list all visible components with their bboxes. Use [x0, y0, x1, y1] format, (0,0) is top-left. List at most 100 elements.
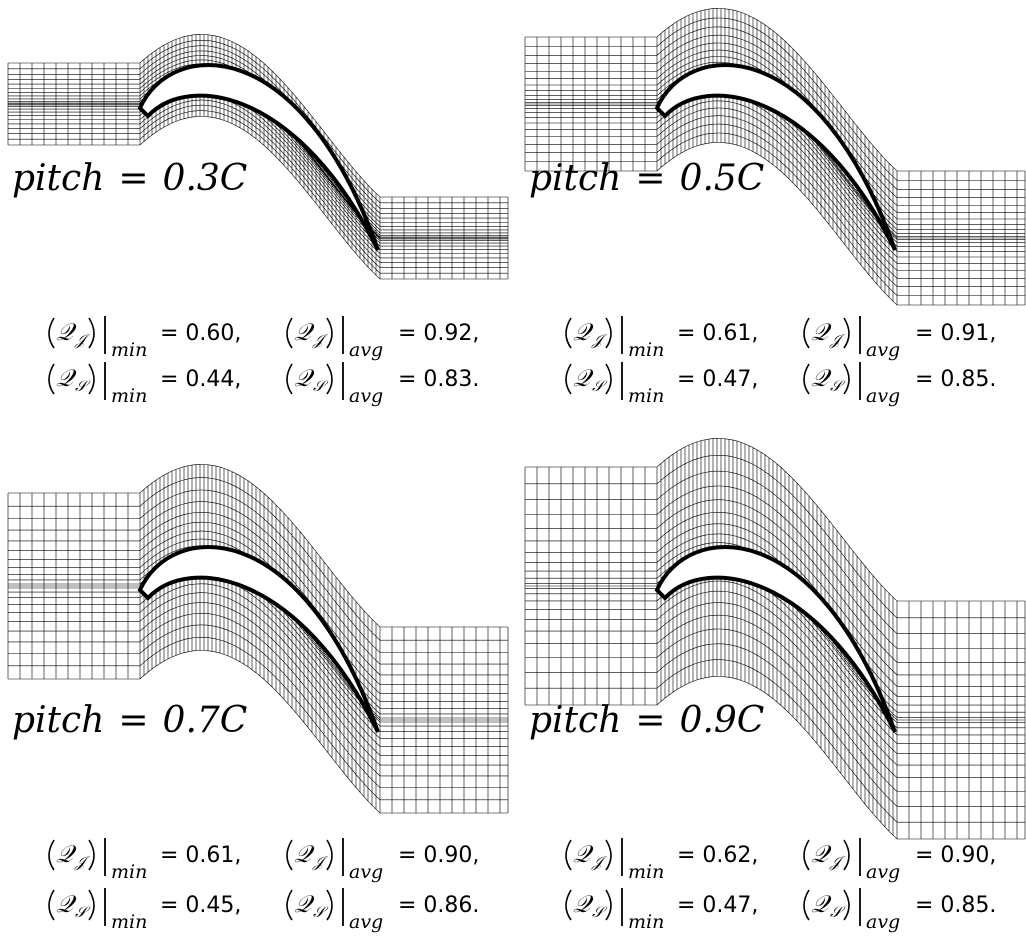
quality-symbol: 𝒬 — [573, 318, 594, 346]
metric-value: = 0.45, — [160, 893, 241, 918]
mesh — [8, 34, 508, 279]
label-value: 0.5C — [680, 158, 765, 199]
stat-subscript: min — [111, 911, 147, 933]
metric-value: = 0.90, — [398, 843, 479, 868]
paren-close — [327, 890, 332, 920]
quality-symbol: 𝒬 — [811, 840, 832, 868]
paren-open — [804, 318, 809, 348]
paren-close — [89, 364, 94, 394]
label-name: pitch — [529, 700, 621, 741]
quality-index: 𝒥 — [591, 853, 608, 871]
quality-symbol: 𝒬 — [811, 890, 832, 918]
quality-symbol: 𝒬 — [294, 318, 315, 346]
mesh-lines — [8, 464, 508, 813]
metric-value: = 0.44, — [160, 367, 241, 392]
label-value: 0.7C — [163, 700, 248, 741]
paren-close — [844, 840, 849, 870]
label-sign: = — [635, 158, 665, 199]
quality-symbol: 𝒬 — [56, 318, 77, 346]
paren-open — [566, 840, 571, 870]
paren-open — [566, 364, 571, 394]
quality-index: 𝒮 — [313, 903, 329, 921]
paren-open — [287, 840, 292, 870]
paren-close — [89, 840, 94, 870]
metric-value: = 0.90, — [915, 843, 996, 868]
stat-subscript: min — [628, 911, 664, 933]
quality-index: 𝒮 — [830, 377, 846, 395]
pitch-label: pitch=0.5C — [529, 158, 764, 199]
label-value: 0.3C — [163, 158, 248, 199]
stat-subscript: avg — [866, 861, 900, 883]
paren-close — [606, 890, 611, 920]
paren-open — [287, 318, 292, 348]
paren-open — [804, 364, 809, 394]
metric-value: = 0.47, — [677, 893, 758, 918]
metric-value: = 0.60, — [160, 321, 241, 346]
paren-close — [89, 318, 94, 348]
quality-symbol: 𝒬 — [56, 890, 77, 918]
pitch-label: pitch=0.7C — [12, 700, 247, 741]
paren-open — [804, 890, 809, 920]
pitch-label: pitch=0.9C — [529, 700, 764, 741]
metric-value: = 0.85. — [915, 893, 996, 918]
paren-open — [49, 318, 54, 348]
metric-value: = 0.91, — [915, 321, 996, 346]
stat-subscript: avg — [349, 861, 383, 883]
metric-value: = 0.62, — [677, 843, 758, 868]
quality-index: 𝒥 — [312, 853, 329, 871]
paren-close — [844, 318, 849, 348]
quality-symbol: 𝒬 — [811, 318, 832, 346]
quality-symbol: 𝒬 — [294, 364, 315, 392]
paren-close — [89, 890, 94, 920]
figure: pitch=0.3C𝒬𝒥min= 0.60,𝒬𝒥avg= 0.92,𝒬𝒮min=… — [0, 0, 1026, 946]
quality-index: 𝒮 — [592, 903, 608, 921]
mesh — [525, 438, 1025, 839]
quality-symbol: 𝒬 — [573, 890, 594, 918]
paren-open — [49, 890, 54, 920]
quality-index: 𝒮 — [75, 377, 91, 395]
stat-subscript: min — [628, 339, 664, 361]
quality-index: 𝒥 — [74, 853, 91, 871]
stat-subscript: min — [628, 861, 664, 883]
paren-open — [49, 364, 54, 394]
quality-index: 𝒥 — [74, 331, 91, 349]
metric-value: = 0.92, — [398, 321, 479, 346]
quality-index: 𝒮 — [592, 377, 608, 395]
stat-subscript: avg — [349, 339, 383, 361]
paren-open — [287, 364, 292, 394]
quality-symbol: 𝒬 — [294, 890, 315, 918]
quality-symbol: 𝒬 — [56, 840, 77, 868]
paren-open — [566, 890, 571, 920]
label-value: 0.9C — [680, 700, 765, 741]
stat-subscript: avg — [866, 339, 900, 361]
quality-index: 𝒮 — [75, 903, 91, 921]
label-sign: = — [118, 158, 148, 199]
quality-symbol: 𝒬 — [56, 364, 77, 392]
paren-close — [327, 840, 332, 870]
metric-value: = 0.86. — [398, 893, 479, 918]
paren-close — [327, 364, 332, 394]
mesh-lines — [8, 34, 508, 279]
quality-symbol: 𝒬 — [573, 364, 594, 392]
paren-close — [327, 318, 332, 348]
quality-index: 𝒮 — [313, 377, 329, 395]
stat-subscript: min — [111, 861, 147, 883]
paren-open — [566, 318, 571, 348]
quality-symbol: 𝒬 — [811, 364, 832, 392]
stat-subscript: avg — [866, 385, 900, 407]
stat-subscript: avg — [349, 911, 383, 933]
label-name: pitch — [12, 158, 104, 199]
mesh-lines — [525, 8, 1025, 305]
quality-index: 𝒥 — [312, 331, 329, 349]
mesh — [8, 464, 508, 813]
paren-open — [804, 840, 809, 870]
quality-index: 𝒥 — [829, 331, 846, 349]
mesh-lines — [525, 438, 1025, 839]
label-sign: = — [118, 700, 148, 741]
metric-value: = 0.83. — [398, 367, 479, 392]
paren-open — [49, 840, 54, 870]
quality-index: 𝒮 — [830, 903, 846, 921]
stat-subscript: avg — [866, 911, 900, 933]
paren-close — [844, 890, 849, 920]
quality-index: 𝒥 — [591, 331, 608, 349]
